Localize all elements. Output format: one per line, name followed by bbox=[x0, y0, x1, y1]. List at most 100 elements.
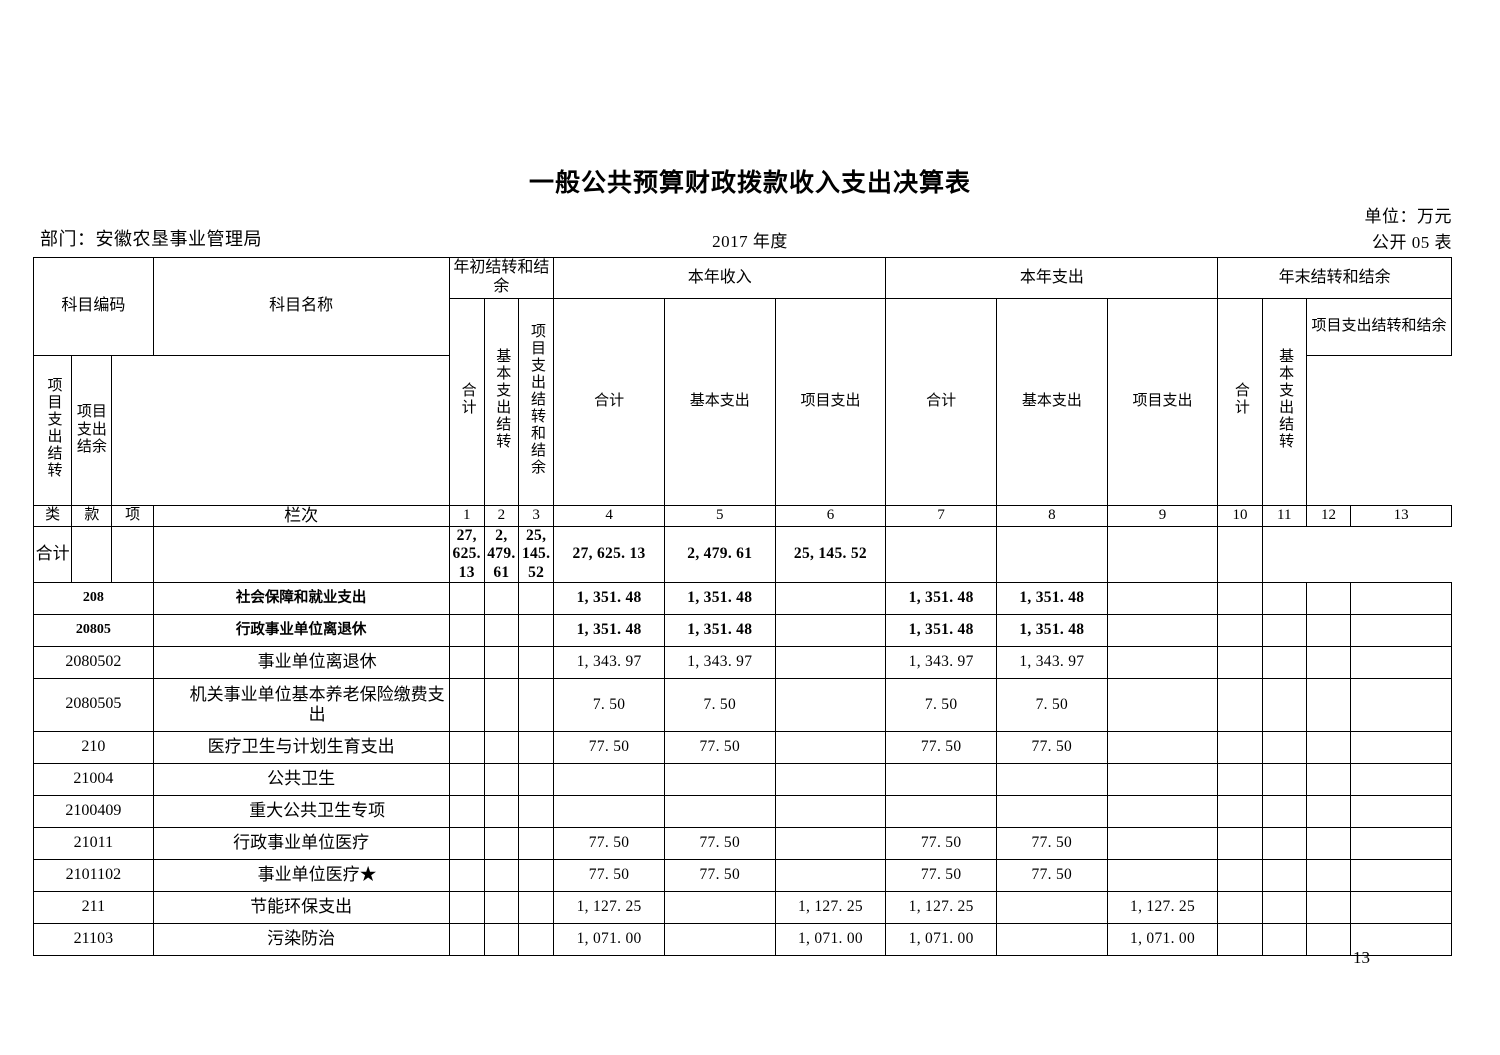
row-value-col-3 bbox=[152, 526, 450, 583]
row-value-col-12 bbox=[1106, 526, 1219, 583]
row-value-col-10 bbox=[1217, 677, 1263, 732]
row-value-col-6: 1, 071. 00 bbox=[774, 922, 887, 956]
row-value-col-7: 1, 351. 48 bbox=[885, 613, 997, 647]
row-value-col-7: 77. 50 bbox=[885, 826, 997, 860]
header-name-group: 科目名称 bbox=[152, 257, 450, 356]
row-value-col-10 bbox=[1217, 581, 1263, 615]
row-value-col-4: 27, 625. 13 bbox=[448, 526, 485, 583]
row-value-col-10 bbox=[1217, 730, 1263, 764]
row-value-col-8: 77. 50 bbox=[995, 826, 1108, 860]
row-value-col-6 bbox=[774, 794, 887, 828]
row-value-col-11 bbox=[1261, 890, 1307, 924]
header-group-year-expenditure: 本年支出 bbox=[885, 257, 1219, 299]
header-group-opening-balance: 年初结转和结余 bbox=[448, 257, 555, 299]
row-value-col-11 bbox=[1261, 794, 1307, 828]
table-row: 21004 公共卫生 bbox=[33, 762, 1452, 796]
row-name: 节能环保支出 bbox=[152, 890, 450, 924]
row-value-col-9 bbox=[1106, 730, 1219, 764]
table-row: 2080502 事业单位离退休 1, 343. 97 1, 343. 97 1, 343… bbox=[33, 645, 1452, 679]
row-value-col-1 bbox=[448, 730, 485, 764]
row-value-col-13 bbox=[1350, 677, 1452, 732]
row-value-col-10 bbox=[1217, 922, 1263, 956]
row-value-col-7 bbox=[885, 762, 997, 796]
header-sub-row-b: 项目支出结转 项目支出结余 bbox=[32, 355, 1452, 506]
sheet-note: 公开 05 表 bbox=[1372, 233, 1452, 252]
row-value-col-7: 27, 625. 13 bbox=[553, 526, 665, 583]
header-col-income-total: 合计 bbox=[553, 298, 665, 506]
row-value-col-9: 1, 127. 25 bbox=[1106, 890, 1219, 924]
row-value-col-12 bbox=[1305, 581, 1352, 615]
row-value-col-2 bbox=[483, 922, 520, 956]
row-code: 2100409 bbox=[33, 794, 154, 828]
row-value-col-10 bbox=[1217, 613, 1263, 647]
row-value-col-8 bbox=[995, 794, 1108, 828]
row-name: 行政事业单位医疗 bbox=[152, 826, 450, 860]
header-col-expend-basic: 基本支出 bbox=[995, 298, 1108, 506]
row-value-col-2 bbox=[483, 826, 520, 860]
row-value-col-7: 77. 50 bbox=[885, 730, 997, 764]
header-col-closing-project-surplus: 项目支出结余 bbox=[71, 355, 113, 506]
row-value-col-13 bbox=[1350, 826, 1452, 860]
header-group-row: 科目编码 科目名称 年初结转和结余 本年收入 本年支出 年末结转和结余 bbox=[33, 257, 1452, 356]
row-value-col-4: 1, 071. 00 bbox=[553, 922, 665, 956]
row-name: 行政事业单位离退休 bbox=[152, 613, 450, 647]
budget-table: 科目编码 科目名称 年初结转和结余 本年收入 本年支出 年末结转和结余 合计 基… bbox=[32, 257, 1453, 956]
table-row: 20805 行政事业单位离退休 1, 351. 48 1, 351. 48 1, 351… bbox=[33, 613, 1452, 647]
table-row: 211 节能环保支出 1, 127. 25 1, 127. 25 1, 127. 25 1… bbox=[33, 890, 1452, 924]
row-value-col-1 bbox=[448, 677, 485, 732]
row-value-col-3 bbox=[518, 645, 555, 679]
lane-number-2: 2 bbox=[483, 504, 520, 528]
row-value-col-5: 77. 50 bbox=[663, 858, 776, 892]
row-value-col-11 bbox=[1261, 762, 1307, 796]
row-value-col-13 bbox=[1350, 762, 1452, 796]
table-row: 21103 污染防治 1, 071. 00 1, 071. 00 1, 071. 00 1… bbox=[33, 922, 1452, 956]
row-value-col-13 bbox=[1350, 581, 1452, 615]
row-code: 21004 bbox=[33, 762, 154, 796]
row-value-col-6 bbox=[774, 645, 887, 679]
row-value-col-10 bbox=[1217, 858, 1263, 892]
row-value-col-3 bbox=[518, 890, 555, 924]
row-value-col-9 bbox=[1106, 762, 1219, 796]
row-value-col-2 bbox=[483, 581, 520, 615]
header-sub-row-a: 合计 基本支出结转 项目支出结转和结余 合计 基本支出 项目支出 合计 基本支出… bbox=[34, 298, 1453, 506]
table-row: 21011 行政事业单位医疗 77. 50 77. 50 77. 50 77. 50 bbox=[33, 826, 1452, 860]
lane-number-7: 7 bbox=[885, 504, 997, 528]
row-value-col-12 bbox=[1305, 794, 1352, 828]
lane-number-1: 1 bbox=[448, 504, 485, 528]
row-value-col-1 bbox=[448, 762, 485, 796]
row-value-col-6: 25, 145. 52 bbox=[518, 526, 555, 583]
row-value-col-8: 77. 50 bbox=[995, 730, 1108, 764]
row-value-col-9 bbox=[1106, 677, 1219, 732]
row-value-col-11 bbox=[1261, 730, 1307, 764]
row-value-col-9: 1, 071. 00 bbox=[1106, 922, 1219, 956]
row-value-col-9 bbox=[1106, 826, 1219, 860]
budget-table-container: 科目编码 科目名称 年初结转和结余 本年收入 本年支出 年末结转和结余 合计 基… bbox=[32, 257, 1453, 956]
row-value-col-4: 7. 50 bbox=[553, 677, 665, 732]
header-col-closing-basic: 基本支出结转 bbox=[1261, 298, 1307, 506]
row-value-col-2 bbox=[483, 730, 520, 764]
row-value-col-8 bbox=[995, 890, 1108, 924]
row-value-col-11 bbox=[1261, 645, 1307, 679]
row-value-col-1 bbox=[448, 613, 485, 647]
row-code: 210 bbox=[33, 730, 154, 764]
table-header: 科目编码 科目名称 年初结转和结余 本年收入 本年支出 年末结转和结余 合计 基… bbox=[32, 257, 1453, 528]
lane-number-row: 类 款 项 栏次 1 2 3 4 5 6 7 8 9 10 11 12 13 bbox=[32, 504, 1452, 528]
row-value-col-1 bbox=[448, 645, 485, 679]
lane-number-8: 8 bbox=[995, 504, 1108, 528]
row-value-col-5 bbox=[663, 762, 776, 796]
table-row: 2100409 重大公共卫生专项 bbox=[33, 794, 1452, 828]
row-value-col-13 bbox=[1350, 613, 1452, 647]
row-value-col-5 bbox=[663, 794, 776, 828]
row-value-col-12 bbox=[1305, 826, 1352, 860]
row-value-col-8 bbox=[995, 922, 1108, 956]
row-value-col-8: 77. 50 bbox=[995, 858, 1108, 892]
row-value-col-6 bbox=[774, 613, 887, 647]
row-value-col-8 bbox=[995, 762, 1108, 796]
row-value-col-11 bbox=[1261, 581, 1307, 615]
row-value-col-9 bbox=[1106, 858, 1219, 892]
header-code-item: 项 bbox=[111, 504, 154, 528]
row-value-col-4 bbox=[553, 762, 665, 796]
row-value-col-11 bbox=[1261, 613, 1307, 647]
row-code: 2080502 bbox=[33, 645, 154, 679]
row-value-col-2 bbox=[483, 645, 520, 679]
